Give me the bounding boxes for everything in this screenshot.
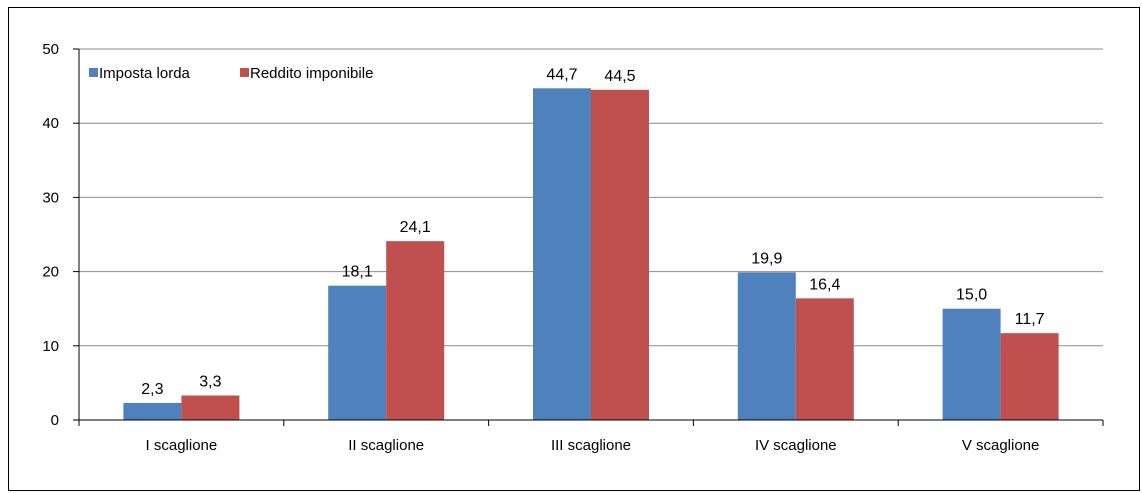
y-tick-label-0: 0 <box>51 412 59 429</box>
bars <box>123 88 1059 421</box>
bar-reddito-imponibile-4 <box>795 298 854 420</box>
data-label-reddito-imponibile-4: 16,4 <box>809 276 840 293</box>
bar-imposta-lorda-1 <box>123 402 182 420</box>
data-label-imposta-lorda-1: 2,3 <box>141 381 163 398</box>
bar-imposta-lorda-4 <box>737 272 796 420</box>
bar-reddito-imponibile-1 <box>181 395 240 420</box>
x-tick-label-5: V scaglione <box>962 437 1040 454</box>
y-tick-label-40: 40 <box>42 115 59 132</box>
legend-swatch-imposta-lorda <box>89 68 98 77</box>
bar-reddito-imponibile-5 <box>1000 333 1059 420</box>
y-tick-label-30: 30 <box>42 189 59 206</box>
bar-imposta-lorda-3 <box>533 88 591 421</box>
x-tick-label-2: II scaglione <box>348 437 424 454</box>
y-tick-label-10: 10 <box>42 338 59 355</box>
x-tick-label-1: I scaglione <box>146 437 218 454</box>
y-tick-label-20: 20 <box>42 264 59 281</box>
legend-swatch-reddito-imponibile <box>240 68 249 77</box>
data-label-reddito-imponibile-5: 11,7 <box>1015 311 1045 328</box>
bar-imposta-lorda-2 <box>328 285 387 420</box>
data-label-imposta-lorda-5: 15,0 <box>956 287 987 304</box>
bar-reddito-imponibile-2 <box>386 241 445 420</box>
legend-label-imposta-lorda: Imposta lorda <box>99 65 191 82</box>
x-tick-label-4: IV scaglione <box>755 437 837 454</box>
data-label-imposta-lorda-4: 19,9 <box>751 250 782 267</box>
x-tick-label-3: III scaglione <box>551 437 631 454</box>
data-label-reddito-imponibile-3: 44,5 <box>604 68 635 85</box>
legend: Imposta lorda Reddito imponibile <box>89 65 373 82</box>
data-label-reddito-imponibile-1: 3,3 <box>199 374 221 391</box>
data-label-reddito-imponibile-2: 24,1 <box>400 219 431 236</box>
y-tick-label-50: 50 <box>42 41 59 58</box>
legend-label-reddito-imponibile: Reddito imponibile <box>250 65 373 82</box>
data-label-imposta-lorda-2: 18,1 <box>342 264 373 281</box>
axes <box>73 48 1104 426</box>
data-label-imposta-lorda-3: 44,7 <box>546 66 577 83</box>
bar-imposta-lorda-5 <box>942 308 1001 420</box>
labels: 0 10 20 30 40 50 2,3 3,3 I scaglione 18,1 24,1 II s… <box>42 41 1044 454</box>
bar-reddito-imponibile-3 <box>591 89 649 420</box>
